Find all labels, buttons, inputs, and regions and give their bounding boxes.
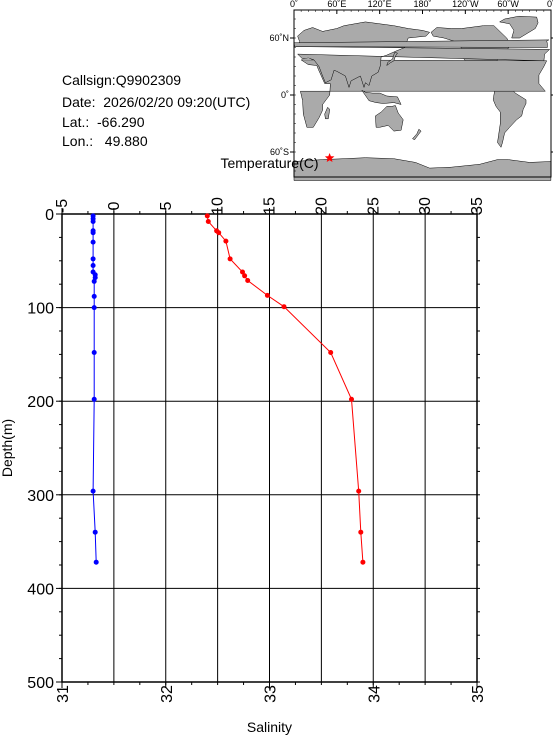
temperature-data-point bbox=[360, 559, 366, 565]
y-axis-tick-label: 100 bbox=[27, 301, 54, 318]
temperature-series-line bbox=[206, 215, 364, 563]
longitude-text: Lon.: 49.880 bbox=[62, 133, 148, 149]
bottom-axis-tick-label: 31 bbox=[55, 685, 72, 703]
salinity-data-point bbox=[90, 230, 96, 236]
salinity-data-point bbox=[91, 305, 97, 311]
salinity-data-point bbox=[90, 256, 96, 262]
salinity-data-point bbox=[91, 396, 97, 402]
greenland-land bbox=[498, 15, 539, 39]
y-axis-tick-label: 500 bbox=[27, 675, 54, 692]
map-lon-label: 120˚E bbox=[368, 0, 392, 9]
map-lat-label: 0˚ bbox=[281, 90, 289, 100]
bottom-axis-tick-label: 33 bbox=[263, 685, 280, 703]
temperature-data-point bbox=[281, 304, 287, 310]
bottom-axis-tick-label: 34 bbox=[366, 685, 383, 703]
salinity-data-point bbox=[91, 350, 97, 355]
temperature-data-point bbox=[264, 292, 270, 298]
map-lat-label: 60˚S bbox=[270, 147, 289, 157]
madagascar-land bbox=[324, 106, 330, 120]
map-lon-label: 60˚W bbox=[497, 0, 519, 9]
date-text: Date: 2026/02/20 09:20(UTC) bbox=[62, 94, 251, 110]
temperature-data-point bbox=[242, 273, 248, 279]
temperature-data-point bbox=[204, 213, 210, 219]
top-axis-tick-label: 30 bbox=[417, 197, 434, 215]
top-axis-tick-label: 25 bbox=[365, 197, 382, 215]
salinity-data-point bbox=[90, 488, 96, 494]
indonesia-land bbox=[361, 90, 402, 105]
top-axis-tick-label: 35 bbox=[469, 197, 486, 215]
map-lon-label: 120˚W bbox=[452, 0, 479, 9]
map-lon-label: 0˚ bbox=[290, 0, 298, 9]
map-lon-label: 0˚ bbox=[547, 0, 553, 9]
temperature-data-point bbox=[328, 350, 334, 355]
y-axis-tick-label: 0 bbox=[45, 207, 54, 224]
australia-land bbox=[375, 105, 404, 132]
south-america-land bbox=[492, 83, 527, 148]
temperature-data-point bbox=[349, 396, 354, 402]
temperature-data-point bbox=[227, 256, 233, 262]
salinity-data-point bbox=[91, 278, 97, 284]
bottom-axis-label: Salinity bbox=[247, 719, 292, 735]
salinity-data-point bbox=[92, 275, 98, 281]
salinity-data-point bbox=[90, 219, 96, 224]
map-lat-label: 60˚N bbox=[269, 33, 289, 43]
temperature-data-point bbox=[356, 488, 362, 494]
top-axis-tick-label: 0 bbox=[106, 201, 123, 210]
bottom-axis-tick-label: 35 bbox=[470, 685, 487, 703]
british-isles-land bbox=[293, 39, 550, 48]
temperature-data-point bbox=[205, 219, 211, 224]
latitude-text: Lat.: -66.290 bbox=[62, 114, 145, 130]
new-zealand-land bbox=[412, 128, 422, 141]
top-axis-tick-label: 5 bbox=[158, 201, 175, 210]
callsign-text: Callsign:Q9902309 bbox=[62, 72, 182, 88]
japan-land bbox=[386, 51, 398, 67]
salinity-data-point bbox=[90, 263, 96, 268]
y-axis-tick-label: 200 bbox=[27, 394, 54, 411]
temperature-data-point bbox=[245, 278, 251, 283]
salinity-data-point bbox=[92, 529, 98, 535]
temperature-data-point bbox=[216, 230, 222, 236]
station-marker-icon bbox=[324, 153, 335, 162]
bottom-axis-tick-label: 32 bbox=[159, 685, 176, 703]
top-axis-tick-label: 15 bbox=[262, 197, 279, 215]
salinity-data-point bbox=[93, 559, 99, 565]
temperature-data-point bbox=[223, 238, 229, 244]
top-axis-tick-label: -5 bbox=[54, 199, 71, 213]
map-lon-label: 180˚ bbox=[413, 0, 431, 9]
eurasia-land bbox=[295, 21, 551, 89]
y-axis-label: Depth(m) bbox=[0, 419, 15, 477]
temperature-data-point bbox=[240, 269, 245, 275]
y-axis-tick-label: 300 bbox=[27, 488, 54, 505]
temperature-data-point bbox=[358, 529, 364, 535]
map-lon-label: 60˚E bbox=[327, 0, 346, 9]
salinity-data-point bbox=[90, 239, 96, 245]
y-axis-tick-label: 400 bbox=[27, 581, 54, 598]
salinity-data-point bbox=[91, 293, 97, 299]
top-axis-tick-label: 10 bbox=[210, 197, 227, 215]
top-axis-tick-label: 20 bbox=[313, 197, 330, 215]
top-axis-label: Temperature(C) bbox=[220, 155, 318, 171]
location-map: 0˚ 60˚E 120˚E 180˚ 120˚W 60˚W 0˚ 60˚N 0˚ 60˚S bbox=[269, 0, 553, 181]
